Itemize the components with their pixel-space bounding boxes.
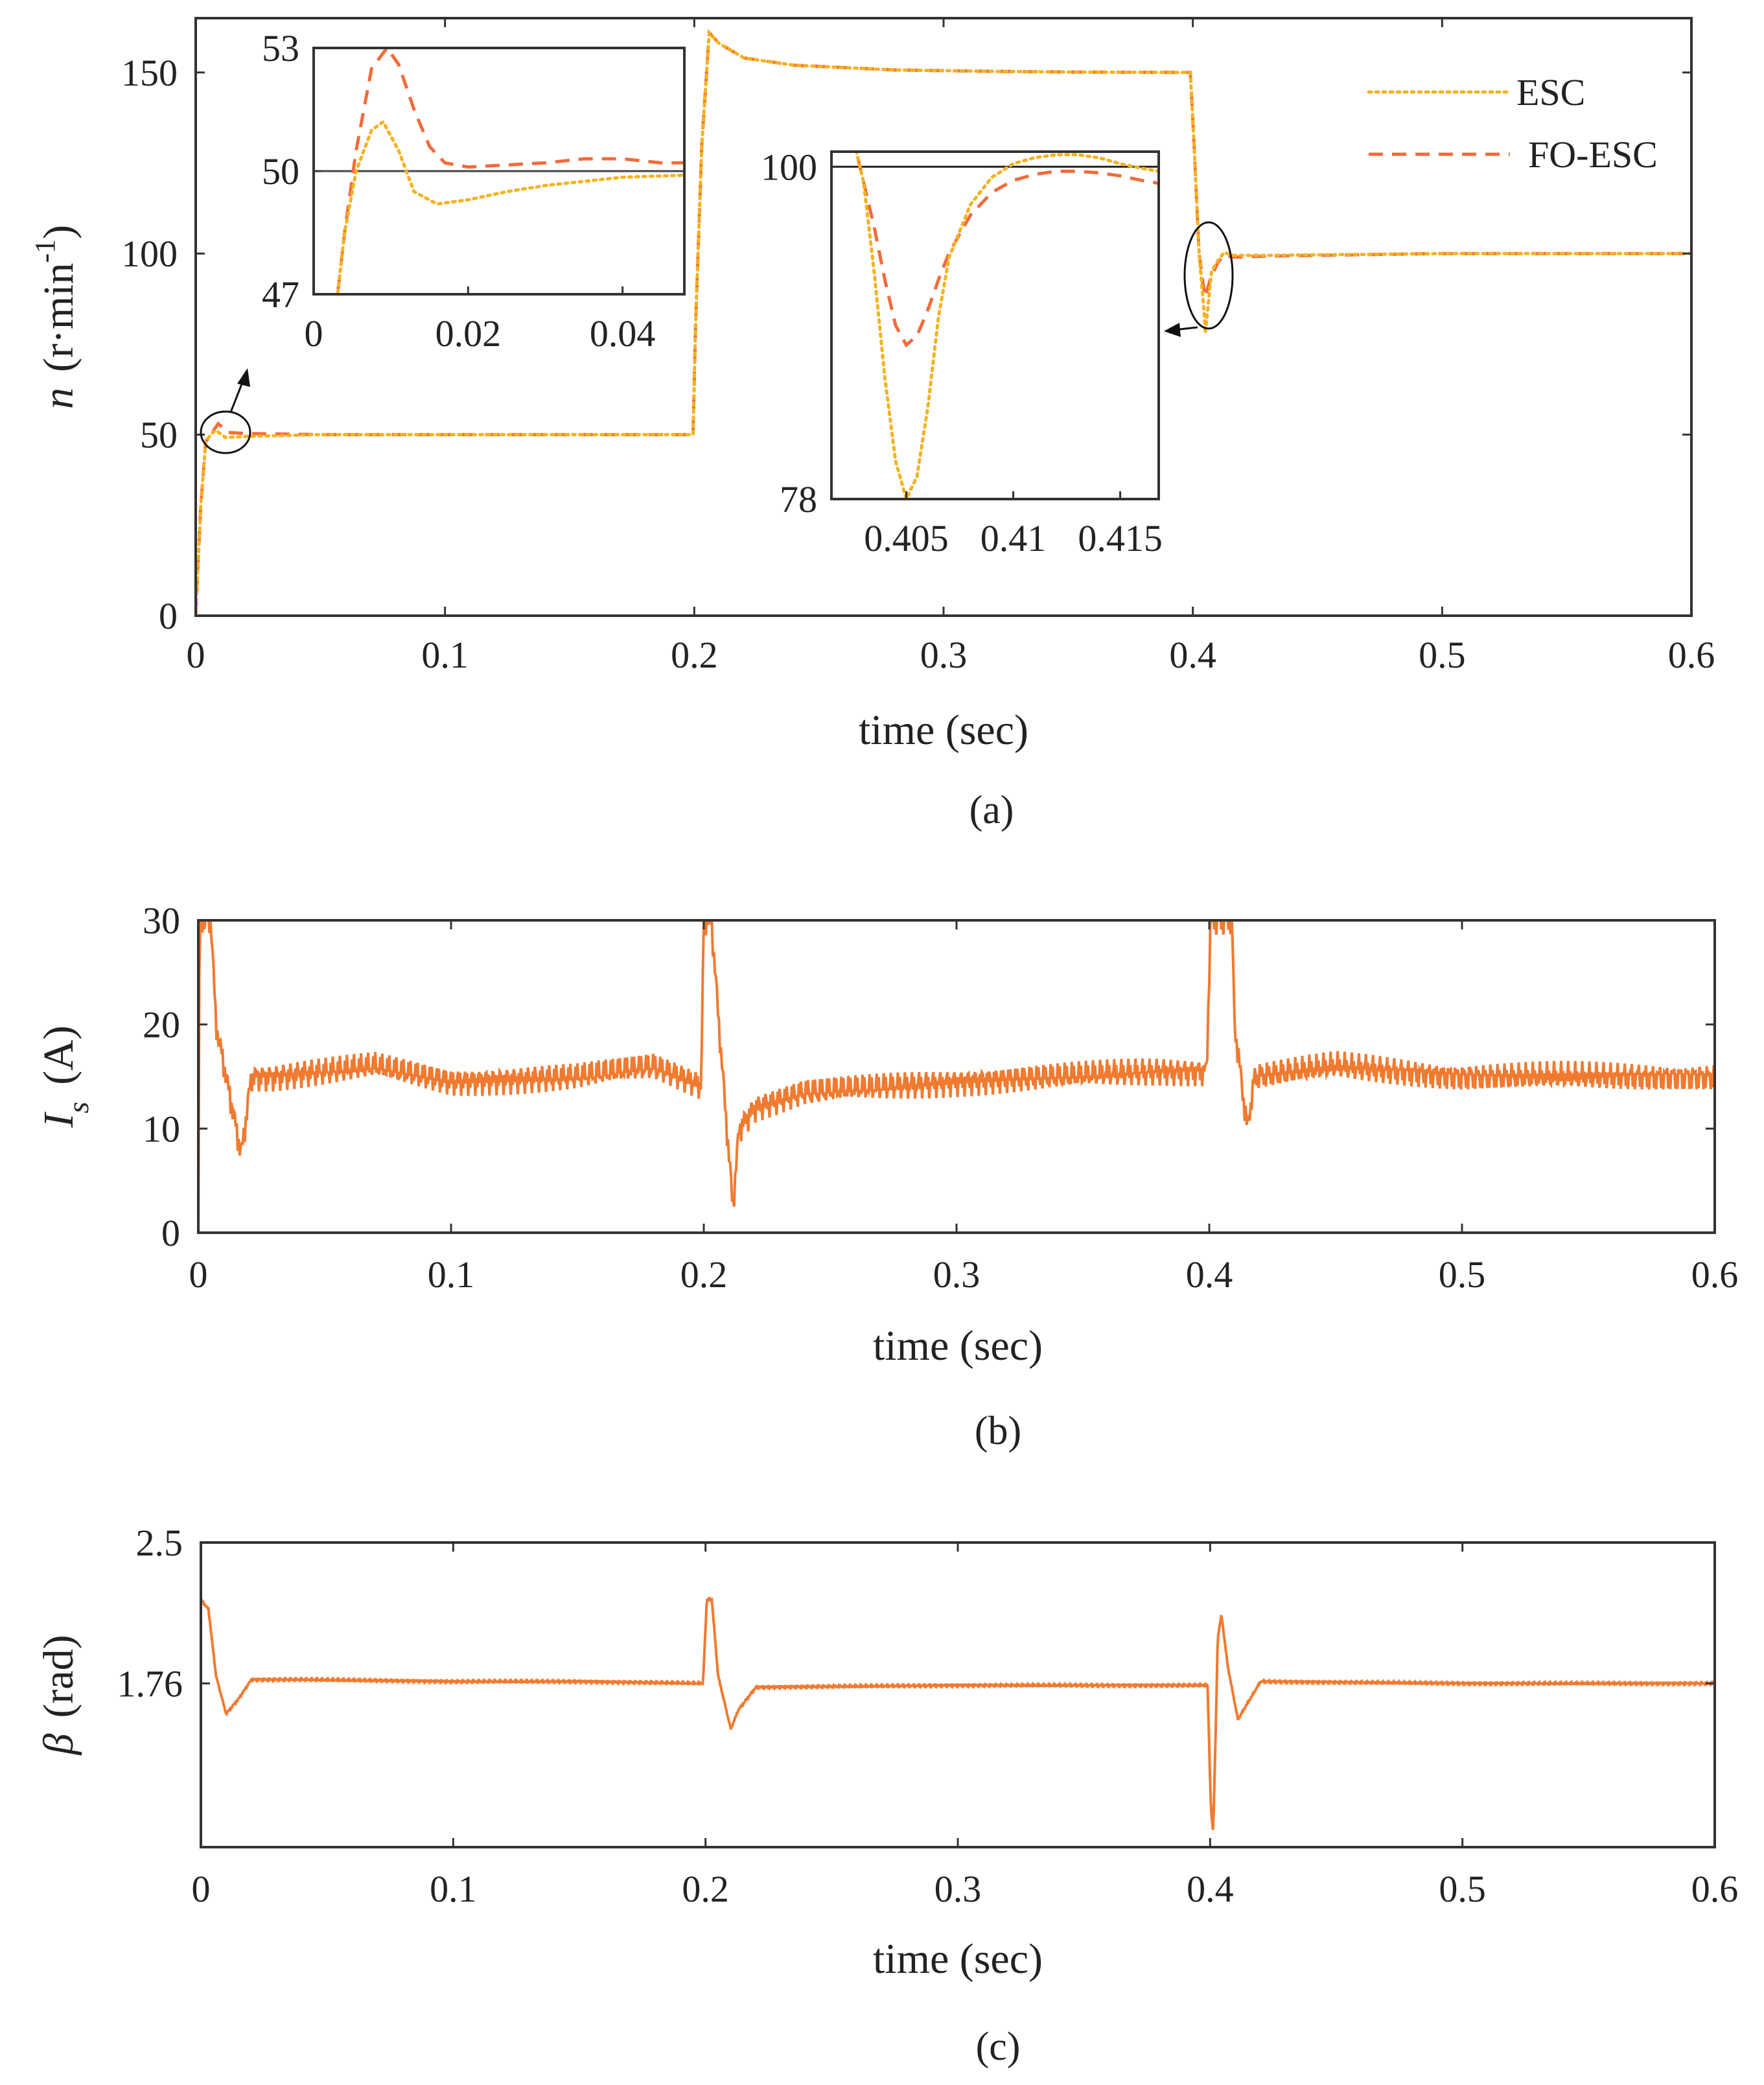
chart-c-xtick-label: 0 [192, 1868, 211, 1910]
chart-c-xtick-label: 0.1 [430, 1868, 477, 1910]
chart-a-xtick-label: 0.5 [1419, 634, 1466, 676]
chart-c-plot [201, 1596, 1715, 1830]
chart-a-inset1-xtick-label: 0 [305, 312, 323, 355]
chart-a-xtick-label: 0.6 [1668, 634, 1715, 676]
zoom-arrow-1-head [237, 368, 250, 387]
chart-a-xtick-label: 0 [187, 634, 205, 676]
chart-a-inset1-series-esc [336, 119, 684, 294]
chart-c-ytick-label: 2.5 [136, 1522, 183, 1564]
chart-c: 0 0.1 0.2 0.3 0.4 0.5 0.6 1.76 2.5 time (sec) β (… [35, 1522, 1738, 2069]
chart-a-ylabel-sup: -1 [29, 239, 61, 263]
chart-a-inset1-ytick-label: 47 [262, 274, 299, 316]
chart-b-ylabel-unit: (A) [35, 1025, 82, 1085]
chart-a-ylabel-unit: (r·min [35, 263, 82, 373]
chart-b-xtick-label: 0.5 [1439, 1253, 1486, 1296]
chart-a-inset2-xtick-label: 0.41 [981, 517, 1047, 559]
chart-b: 0 0.1 0.2 0.3 0.4 0.5 0.6 0 10 20 30 time (sec) Is… [35, 900, 1738, 1453]
chart-a-inset2-series-esc [854, 152, 1159, 499]
chart-a-xtick-label: 0.4 [1169, 634, 1216, 676]
legend-esc-label: ESC [1516, 71, 1585, 113]
legend-fo-esc-label: FO-ESC [1528, 134, 1658, 176]
chart-c-ytick-label: 1.76 [117, 1662, 183, 1705]
chart-a-ylabel: n (r·min-1) [29, 225, 82, 409]
chart-c-xtick-label: 0.6 [1691, 1868, 1739, 1910]
chart-c-ylabel: β (rad) [35, 1635, 82, 1756]
chart-c-xtick-label: 0.3 [934, 1868, 982, 1910]
chart-b-ticks: 0 0.1 0.2 0.3 0.4 0.5 0.6 0 10 20 30 [143, 900, 1738, 1296]
chart-b-ytick-label: 10 [143, 1108, 180, 1150]
zoom-marker-1 [200, 410, 251, 454]
chart-a-inset1-plot [314, 48, 684, 294]
chart-a-xlabel: time (sec) [859, 706, 1028, 754]
zoom-arrow-2-head [1164, 323, 1181, 337]
chart-a-ticks: 0 0.1 0.2 0.3 0.4 0.5 0.6 0 50 100 150 [121, 18, 1715, 676]
chart-a-inset2-background [831, 152, 1159, 499]
chart-b-ytick-label: 20 [143, 1004, 180, 1046]
chart-a-ylabel-close: ) [35, 225, 82, 239]
chart-b-plot [198, 920, 1715, 1233]
chart-a-ytick-label: 50 [140, 414, 178, 456]
chart-a-xtick-label: 0.1 [421, 634, 469, 676]
zoom-marker-2 [1183, 221, 1234, 330]
chart-b-xtick-label: 0.6 [1691, 1253, 1739, 1296]
chart-c-xtick-label: 0.4 [1187, 1868, 1234, 1910]
chart-a-inset1-ticks: 0 0.02 0.04 47 50 53 [262, 27, 655, 355]
chart-a-ytick-label: 100 [121, 233, 178, 275]
chart-a: 0 0.1 0.2 0.3 0.4 0.5 0.6 0 50 100 150 0 0.02 0.04 47… [29, 17, 1715, 832]
chart-c-xlabel: time (sec) [873, 1935, 1043, 1983]
chart-c-xtick-label: 0.5 [1439, 1868, 1486, 1910]
chart-b-ytick-label: 0 [161, 1212, 180, 1254]
chart-a-inset2-plot [831, 152, 1159, 499]
chart-a-ytick-label: 0 [159, 595, 178, 637]
chart-b-ytick-label: 30 [143, 900, 180, 942]
chart-b-xtick-label: 0.4 [1186, 1253, 1233, 1296]
chart-c-xtick-label: 0.2 [682, 1868, 729, 1910]
chart-a-inset1-ytick-label: 53 [262, 27, 299, 69]
chart-a-xtick-label: 0.2 [671, 634, 718, 676]
chart-c-frame [200, 1541, 1716, 1848]
chart-b-xtick-label: 0.2 [680, 1253, 728, 1296]
chart-c-series-beta [201, 1596, 1715, 1830]
chart-a-inset1-ytick-label: 50 [262, 150, 299, 192]
chart-a-inset1-xtick-label: 0.02 [435, 312, 502, 355]
chart-a-inset2-ticks: 0.405 0.41 0.415 78 100 [761, 146, 1163, 559]
chart-a-inset1-series-fo-esc [336, 48, 684, 294]
chart-b-ylabel-symbol: I [35, 1112, 82, 1128]
chart-a-series-esc [196, 29, 1691, 616]
chart-a-inset2-series-fo-esc [854, 152, 1159, 348]
chart-a-inset2-xtick-label: 0.415 [1078, 517, 1163, 559]
chart-b-xtick-label: 0.3 [933, 1253, 981, 1296]
chart-b-caption: (b) [975, 1409, 1021, 1453]
chart-b-ylabel: Is (A) [35, 1025, 95, 1128]
chart-c-ylabel-unit: (rad) [35, 1635, 82, 1718]
chart-c-ylabel-symbol: β [35, 1734, 82, 1756]
chart-a-caption: (a) [969, 788, 1014, 832]
chart-a-ylabel-symbol: n [35, 388, 82, 409]
chart-b-ylabel-sub: s [62, 1102, 95, 1113]
chart-b-xtick-label: 0 [189, 1253, 208, 1296]
chart-a-inset2-frame [830, 150, 1160, 500]
chart-a-inset1-xtick-label: 0.04 [590, 312, 656, 355]
chart-b-series-current [198, 920, 1715, 1233]
chart-a-plot [196, 29, 1691, 616]
chart-a-legend: ESC FO-ESC [1367, 71, 1658, 176]
chart-b-xtick-label: 0.1 [428, 1253, 475, 1296]
chart-a-inset2-ytick-label: 78 [780, 478, 817, 520]
chart-a-inset2-xtick-label: 0.405 [864, 517, 949, 559]
chart-a-xtick-label: 0.3 [920, 634, 968, 676]
chart-b-xlabel: time (sec) [873, 1322, 1043, 1369]
chart-a-ytick-label: 150 [121, 52, 178, 94]
chart-c-caption: (c) [976, 2025, 1021, 2069]
chart-c-ticks: 0 0.1 0.2 0.3 0.4 0.5 0.6 1.76 2.5 [117, 1522, 1739, 1910]
chart-a-inset2-ytick-label: 100 [761, 146, 817, 188]
